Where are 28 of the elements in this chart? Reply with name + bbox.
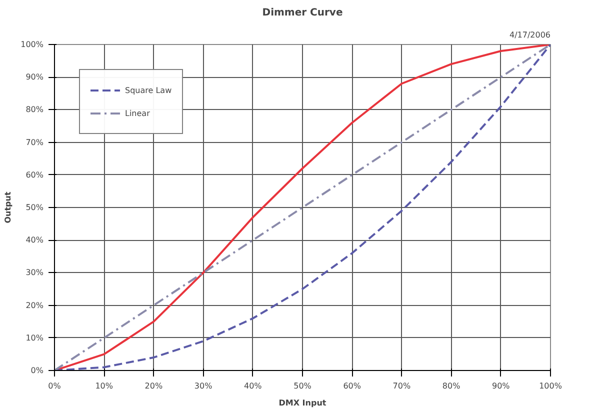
chart-title: Dimmer Curve (262, 8, 343, 18)
y-tick-label: 50% (26, 203, 44, 212)
y-tick-label: 80% (26, 105, 44, 114)
x-tick-label: 60% (343, 382, 362, 390)
x-tick-label: 20% (144, 382, 163, 390)
y-tick-label: 10% (26, 333, 44, 342)
legend-label: Linear (125, 108, 150, 118)
y-tick-label: 0% (30, 366, 44, 375)
y-tick-label: 40% (26, 236, 44, 245)
y-axis-title: Output (4, 192, 13, 224)
y-tick-label: 90% (26, 72, 44, 82)
x-tick-label: 10% (95, 382, 114, 390)
x-tick-label: 30% (194, 382, 213, 390)
x-tick-label: 40% (244, 382, 262, 390)
y-tick-label: 30% (26, 268, 44, 278)
legend-label: Square Law (125, 86, 172, 94)
y-tick-label: 70% (26, 138, 44, 147)
x-tick-label: 50% (294, 382, 312, 390)
x-tick-label: 70% (392, 382, 411, 390)
y-tick-label: 100% (20, 40, 44, 49)
y-tick-label: 20% (26, 300, 44, 310)
x-tick-label: 0% (48, 382, 62, 390)
chart-subtitle: 4/17/2006 (509, 30, 551, 40)
x-axis-title: DMX Input (278, 398, 326, 408)
x-tick-label: 80% (442, 382, 461, 390)
x-tick-label: 100% (539, 382, 562, 390)
x-tick-label: 90% (492, 382, 510, 390)
y-tick-label: 60% (26, 170, 44, 180)
